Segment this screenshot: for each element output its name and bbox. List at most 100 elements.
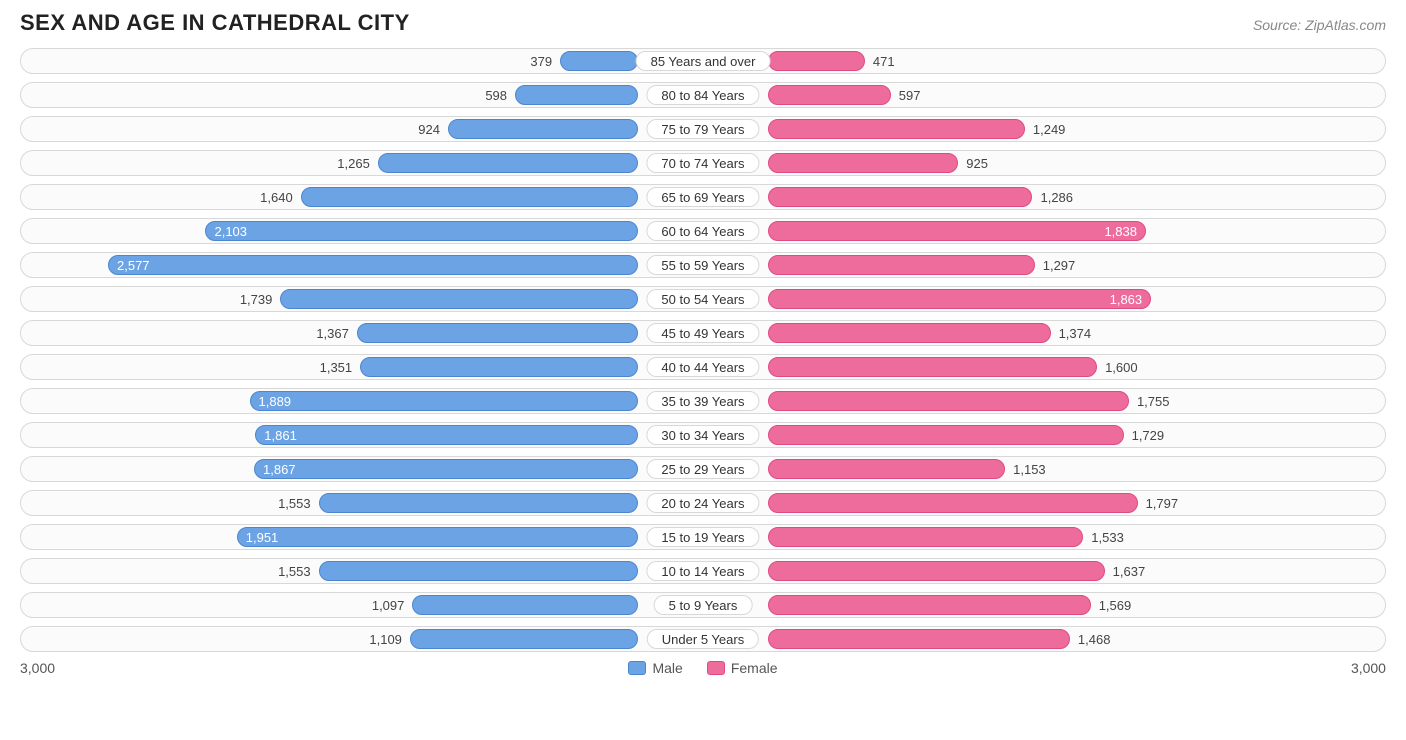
chart-source: Source: ZipAtlas.com <box>1253 17 1386 33</box>
female-value: 597 <box>891 88 929 103</box>
pyramid-row: 2,103 1,838 60 to 64 Years <box>20 218 1386 244</box>
male-bar <box>515 85 638 105</box>
female-bar <box>768 391 1129 411</box>
female-bar <box>768 459 1005 479</box>
female-value: 1,533 <box>1083 530 1132 545</box>
female-bar <box>768 561 1105 581</box>
female-value: 925 <box>958 156 996 171</box>
pyramid-row: 1,640 1,286 65 to 69 Years <box>20 184 1386 210</box>
male-bar <box>410 629 638 649</box>
age-group-label: 60 to 64 Years <box>646 221 759 241</box>
female-value: 1,838 <box>1096 224 1145 239</box>
axis-max-right: 3,000 <box>1351 660 1386 676</box>
male-value: 2,577 <box>109 258 158 273</box>
female-value: 1,755 <box>1129 394 1178 409</box>
age-group-label: 45 to 49 Years <box>646 323 759 343</box>
male-value: 1,109 <box>361 632 410 647</box>
chart-footer: 3,000 Male Female 3,000 <box>20 660 1386 676</box>
legend-female-label: Female <box>731 660 778 676</box>
male-bar <box>319 561 638 581</box>
pyramid-row: 1,097 1,569 5 to 9 Years <box>20 592 1386 618</box>
age-group-label: 70 to 74 Years <box>646 153 759 173</box>
female-value: 1,297 <box>1035 258 1084 273</box>
male-bar <box>412 595 638 615</box>
age-group-label: 25 to 29 Years <box>646 459 759 479</box>
female-value: 471 <box>865 54 903 69</box>
age-group-label: 5 to 9 Years <box>654 595 753 615</box>
female-value: 1,637 <box>1105 564 1154 579</box>
age-group-label: 30 to 34 Years <box>646 425 759 445</box>
age-group-label: 65 to 69 Years <box>646 187 759 207</box>
male-value: 1,367 <box>308 326 357 341</box>
age-group-label: 10 to 14 Years <box>646 561 759 581</box>
pyramid-row: 1,889 1,755 35 to 39 Years <box>20 388 1386 414</box>
male-bar: 2,103 <box>205 221 638 241</box>
male-bar: 1,861 <box>255 425 638 445</box>
pyramid-row: 924 1,249 75 to 79 Years <box>20 116 1386 142</box>
age-group-label: 80 to 84 Years <box>646 85 759 105</box>
legend-male-label: Male <box>652 660 682 676</box>
pyramid-row: 1,553 1,637 10 to 14 Years <box>20 558 1386 584</box>
pyramid-row: 1,739 1,863 50 to 54 Years <box>20 286 1386 312</box>
pyramid-row: 1,867 1,153 25 to 29 Years <box>20 456 1386 482</box>
age-group-label: Under 5 Years <box>647 629 759 649</box>
male-bar <box>280 289 638 309</box>
age-group-label: 40 to 44 Years <box>646 357 759 377</box>
male-value: 1,553 <box>270 564 319 579</box>
female-bar <box>768 595 1091 615</box>
female-bar <box>768 51 865 71</box>
female-bar <box>768 255 1035 275</box>
male-value: 924 <box>410 122 448 137</box>
male-bar: 1,867 <box>254 459 638 479</box>
pyramid-row: 1,951 1,533 15 to 19 Years <box>20 524 1386 550</box>
chart-title: SEX AND AGE IN CATHEDRAL CITY <box>20 10 410 36</box>
age-group-label: 50 to 54 Years <box>646 289 759 309</box>
pyramid-row: 2,5771,29755 to 59 Years <box>20 252 1386 278</box>
age-group-label: 15 to 19 Years <box>646 527 759 547</box>
female-value: 1,569 <box>1091 598 1140 613</box>
pyramid-row: 1,265 925 70 to 74 Years <box>20 150 1386 176</box>
female-bar <box>768 85 891 105</box>
male-value: 1,640 <box>252 190 301 205</box>
male-value: 1,265 <box>329 156 378 171</box>
legend-female: Female <box>707 660 778 676</box>
male-value: 1,951 <box>238 530 287 545</box>
age-group-label: 20 to 24 Years <box>646 493 759 513</box>
female-value: 1,600 <box>1097 360 1146 375</box>
age-group-label: 75 to 79 Years <box>646 119 759 139</box>
male-bar: 1,951 <box>237 527 638 547</box>
female-value: 1,797 <box>1138 496 1187 511</box>
female-value: 1,153 <box>1005 462 1054 477</box>
male-bar <box>357 323 638 343</box>
female-bar <box>768 357 1097 377</box>
male-bar: 1,889 <box>250 391 639 411</box>
pyramid-row: 1,553 1,797 20 to 24 Years <box>20 490 1386 516</box>
pyramid-row: 1,3671,37445 to 49 Years <box>20 320 1386 346</box>
population-pyramid-chart: 37947185 Years and over59859780 to 84 Ye… <box>20 48 1386 652</box>
female-bar <box>768 629 1070 649</box>
male-value: 1,739 <box>232 292 281 307</box>
female-swatch-icon <box>707 661 725 675</box>
female-value: 1,249 <box>1025 122 1074 137</box>
pyramid-row: 1,1091,468Under 5 Years <box>20 626 1386 652</box>
male-value: 1,861 <box>256 428 305 443</box>
male-value: 2,103 <box>206 224 255 239</box>
male-bar <box>448 119 638 139</box>
female-bar <box>768 323 1051 343</box>
male-value: 1,097 <box>364 598 413 613</box>
legend-male: Male <box>628 660 682 676</box>
male-bar <box>360 357 638 377</box>
age-group-label: 35 to 39 Years <box>646 391 759 411</box>
male-swatch-icon <box>628 661 646 675</box>
female-bar <box>768 153 958 173</box>
male-value: 1,553 <box>270 496 319 511</box>
female-value: 1,286 <box>1032 190 1081 205</box>
female-value: 1,863 <box>1102 292 1151 307</box>
male-value: 1,351 <box>312 360 361 375</box>
female-value: 1,729 <box>1124 428 1173 443</box>
pyramid-row: 37947185 Years and over <box>20 48 1386 74</box>
female-bar <box>768 527 1083 547</box>
male-bar <box>319 493 638 513</box>
male-bar <box>301 187 638 207</box>
female-bar <box>768 187 1032 207</box>
